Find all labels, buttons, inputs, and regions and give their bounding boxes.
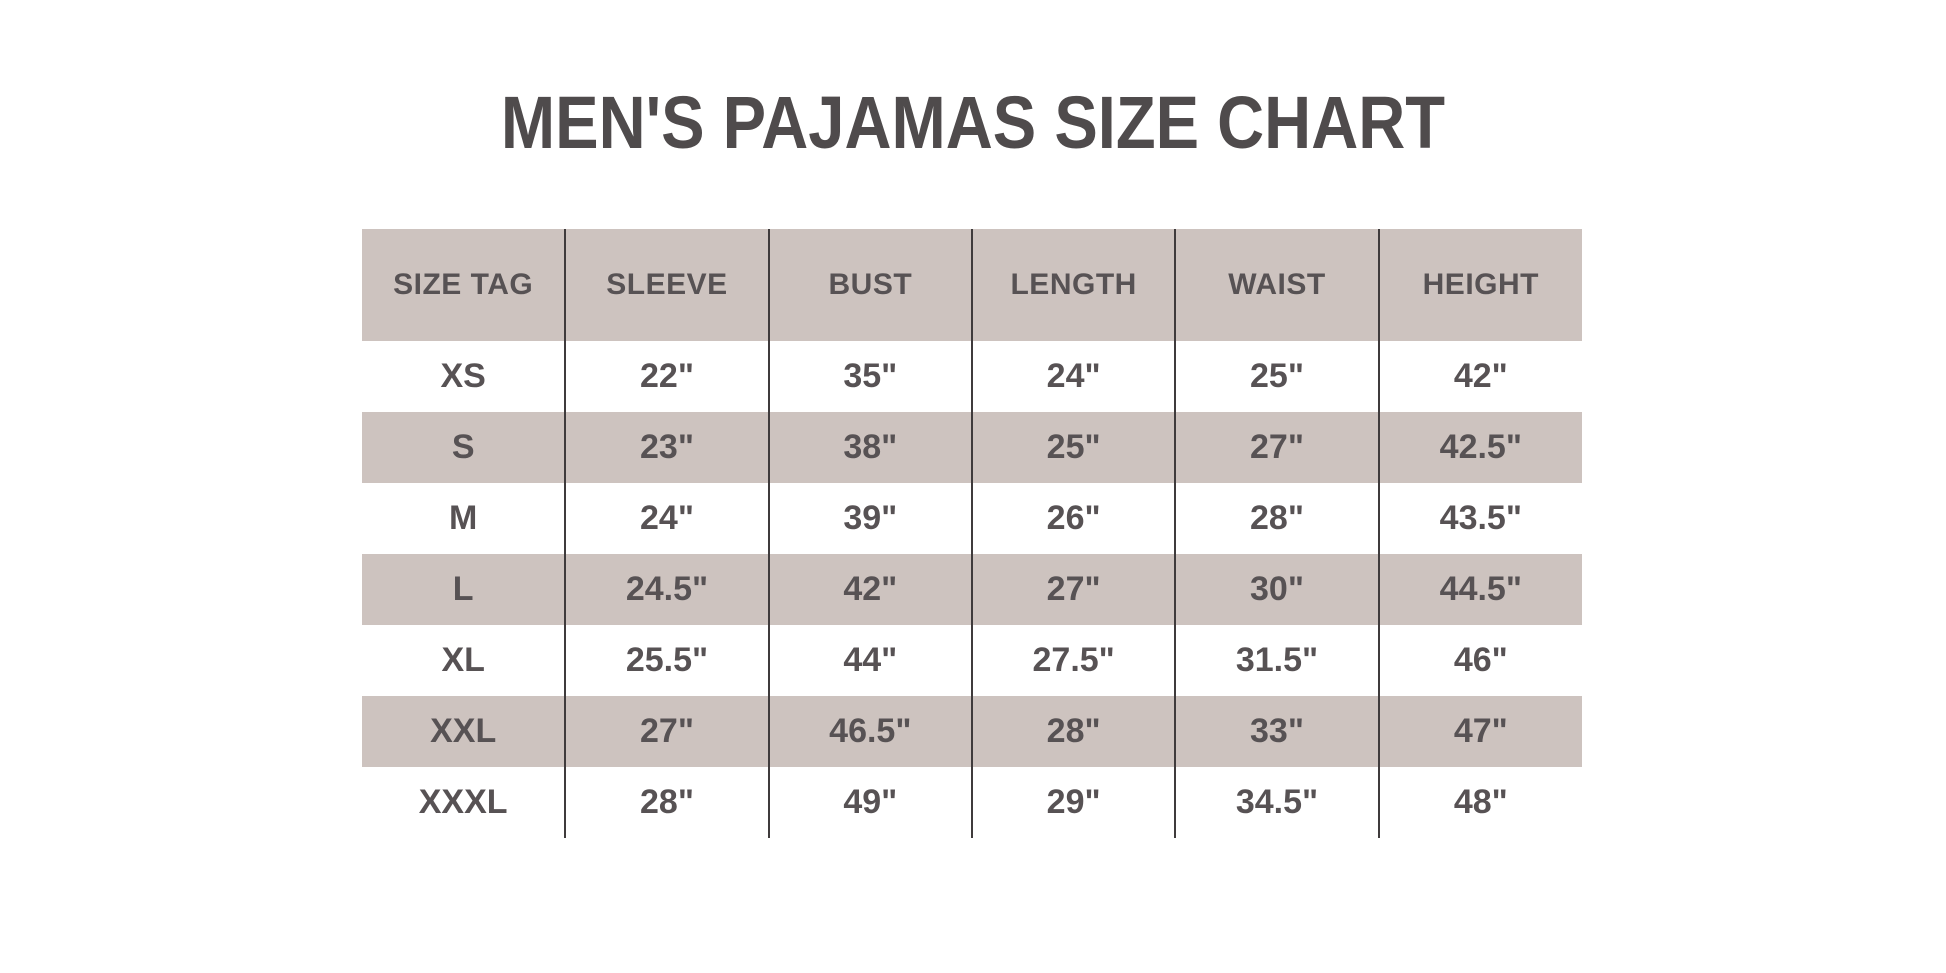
height-cell: 48": [1377, 767, 1582, 838]
length-cell: 26": [970, 483, 1176, 554]
waist-cell: 27": [1174, 412, 1379, 483]
height-cell: 42": [1377, 341, 1582, 412]
size-tag-cell: XXL: [362, 696, 566, 767]
waist-cell: 30": [1174, 554, 1379, 625]
size-tag-cell: XS: [362, 341, 566, 412]
length-cell: 25": [970, 412, 1176, 483]
length-cell: 24": [970, 341, 1176, 412]
sleeve-cell: 25.5": [564, 625, 769, 696]
table-row-m: M 24" 39" 26" 28" 43.5": [362, 483, 1582, 554]
height-cell: 42.5": [1377, 412, 1582, 483]
length-cell: 27.5": [970, 625, 1176, 696]
column-header-waist: WAIST: [1174, 229, 1379, 341]
waist-cell: 33": [1174, 696, 1379, 767]
page-title: MEN'S PAJAMAS SIZE CHART: [500, 81, 1446, 164]
column-header-bust: BUST: [767, 229, 972, 341]
table-row-xl: XL 25.5" 44" 27.5" 31.5" 46": [362, 625, 1582, 696]
header-row: SIZE TAG SLEEVE BUST LENGTH WAIST HEIGHT: [362, 229, 1582, 341]
waist-cell: 25": [1174, 341, 1379, 412]
bust-cell: 49": [767, 767, 972, 838]
waist-cell: 34.5": [1174, 767, 1379, 838]
length-cell: 29": [970, 767, 1176, 838]
height-cell: 43.5": [1377, 483, 1582, 554]
height-cell: 46": [1377, 625, 1582, 696]
column-header-size-tag: SIZE TAG: [362, 229, 566, 341]
bust-cell: 46.5": [767, 696, 972, 767]
sleeve-cell: 28": [564, 767, 769, 838]
bust-cell: 39": [767, 483, 972, 554]
bust-cell: 42": [767, 554, 972, 625]
size-tag-cell: L: [362, 554, 566, 625]
column-header-height: HEIGHT: [1377, 229, 1582, 341]
waist-cell: 31.5": [1174, 625, 1379, 696]
size-tag-cell: M: [362, 483, 566, 554]
sleeve-cell: 23": [564, 412, 769, 483]
table-row-l: L 24.5" 42" 27" 30" 44.5": [362, 554, 1582, 625]
sleeve-cell: 24": [564, 483, 769, 554]
table-row-s: S 23" 38" 25" 27" 42.5": [362, 412, 1582, 483]
size-tag-cell: XL: [362, 625, 566, 696]
column-header-sleeve: SLEEVE: [564, 229, 769, 341]
sleeve-cell: 22": [564, 341, 769, 412]
bust-cell: 35": [767, 341, 972, 412]
table-header: SIZE TAG SLEEVE BUST LENGTH WAIST HEIGHT: [362, 229, 1582, 341]
sleeve-cell: 27": [564, 696, 769, 767]
height-cell: 47": [1377, 696, 1582, 767]
waist-cell: 28": [1174, 483, 1379, 554]
column-header-length: LENGTH: [970, 229, 1176, 341]
sleeve-cell: 24.5": [564, 554, 769, 625]
height-cell: 44.5": [1377, 554, 1582, 625]
bust-cell: 38": [767, 412, 972, 483]
table-row-xxxl: XXXL 28" 49" 29" 34.5" 48": [362, 767, 1582, 838]
table-row-xs: XS 22" 35" 24" 25" 42": [362, 341, 1582, 412]
size-tag-cell: XXXL: [362, 767, 566, 838]
length-cell: 27": [970, 554, 1176, 625]
table-body: XS 22" 35" 24" 25" 42" S 23" 38" 25" 27"…: [362, 341, 1582, 838]
bust-cell: 44": [767, 625, 972, 696]
size-tag-cell: S: [362, 412, 566, 483]
size-chart-table: SIZE TAG SLEEVE BUST LENGTH WAIST HEIGHT…: [362, 229, 1582, 838]
length-cell: 28": [970, 696, 1176, 767]
table-row-xxl: XXL 27" 46.5" 28" 33" 47": [362, 696, 1582, 767]
